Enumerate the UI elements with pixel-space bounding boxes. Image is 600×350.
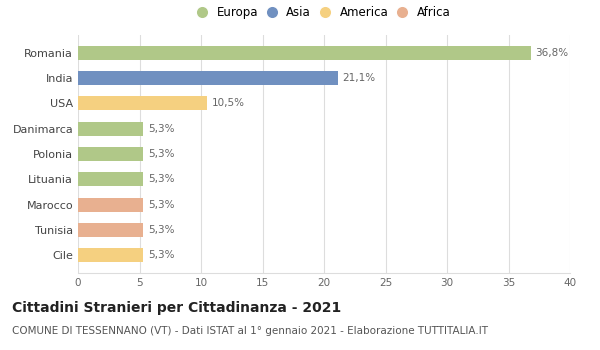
Bar: [78, 46, 530, 60]
Text: 5,3%: 5,3%: [148, 250, 175, 260]
Text: 36,8%: 36,8%: [536, 48, 569, 58]
Bar: [78, 198, 143, 211]
Text: 5,3%: 5,3%: [148, 174, 175, 184]
Bar: [78, 97, 207, 110]
Bar: [78, 71, 338, 85]
Text: 5,3%: 5,3%: [148, 124, 175, 134]
Legend: Europa, Asia, America, Africa: Europa, Asia, America, Africa: [194, 3, 454, 23]
Bar: [78, 172, 143, 186]
Bar: [78, 147, 143, 161]
Text: 21,1%: 21,1%: [343, 73, 376, 83]
Text: 5,3%: 5,3%: [148, 149, 175, 159]
Text: COMUNE DI TESSENNANO (VT) - Dati ISTAT al 1° gennaio 2021 - Elaborazione TUTTITA: COMUNE DI TESSENNANO (VT) - Dati ISTAT a…: [12, 326, 488, 336]
Text: 10,5%: 10,5%: [212, 98, 245, 108]
Bar: [78, 248, 143, 262]
Bar: [78, 122, 143, 136]
Text: Cittadini Stranieri per Cittadinanza - 2021: Cittadini Stranieri per Cittadinanza - 2…: [12, 301, 341, 315]
Bar: [78, 223, 143, 237]
Text: 5,3%: 5,3%: [148, 225, 175, 235]
Text: 5,3%: 5,3%: [148, 199, 175, 210]
